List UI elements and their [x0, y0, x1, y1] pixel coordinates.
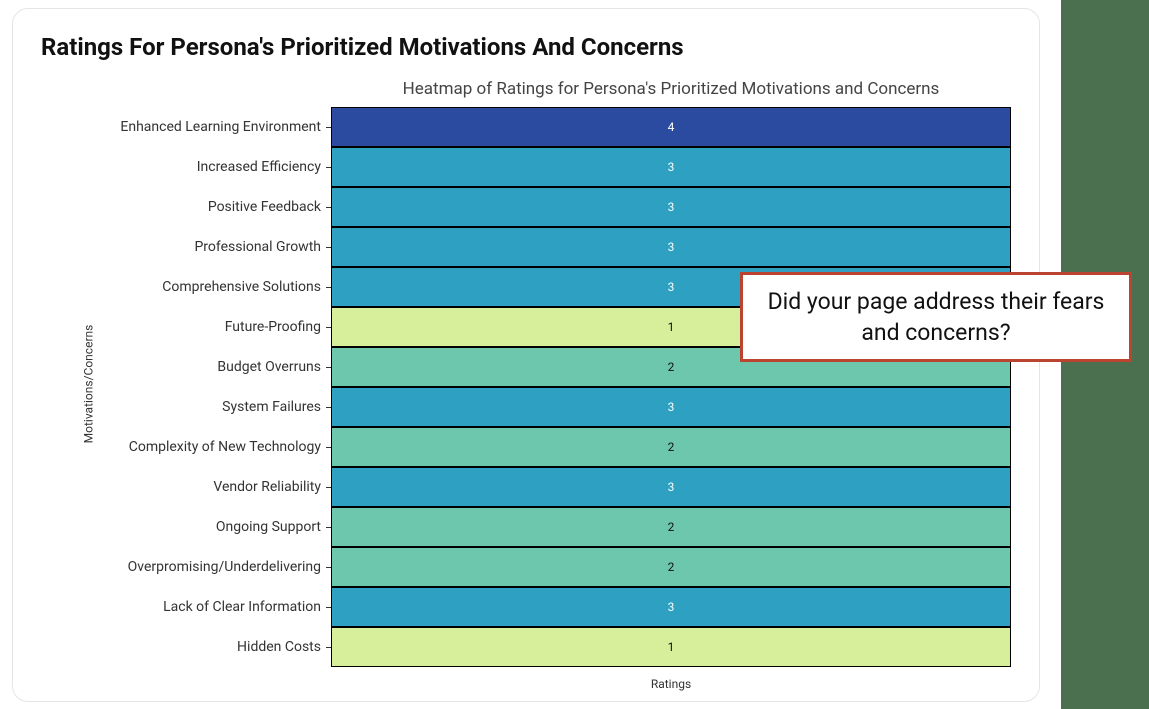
heatmap-cell: 2	[331, 507, 1011, 547]
heatmap-rows: Enhanced Learning Environment4Increased …	[53, 107, 1011, 667]
x-axis-label: Ratings	[331, 677, 1011, 691]
heatmap-row-label: Ongoing Support	[53, 507, 331, 547]
heatmap-row-label: System Failures	[53, 387, 331, 427]
heatmap-row-label: Budget Overruns	[53, 347, 331, 387]
heatmap-cell: 2	[331, 547, 1011, 587]
heatmap-cell: 4	[331, 107, 1011, 147]
heatmap-row-label: Overpromising/Underdelivering	[53, 547, 331, 587]
heatmap-row-label: Lack of Clear Information	[53, 587, 331, 627]
heatmap-row-label: Increased Efficiency	[53, 147, 331, 187]
heatmap-cell: 3	[331, 467, 1011, 507]
heatmap-cell: 1	[331, 627, 1011, 667]
callout-box: Did your page address their fears and co…	[740, 272, 1132, 362]
heatmap-cell: 3	[331, 387, 1011, 427]
card-title: Ratings For Persona's Prioritized Motiva…	[41, 33, 1019, 61]
heatmap-row-label: Enhanced Learning Environment	[53, 107, 331, 147]
heatmap-row-label: Vendor Reliability	[53, 467, 331, 507]
heatmap-row: Ongoing Support2	[53, 507, 1011, 547]
heatmap-row: System Failures3	[53, 387, 1011, 427]
heatmap-row: Enhanced Learning Environment4	[53, 107, 1011, 147]
heatmap-row: Complexity of New Technology2	[53, 427, 1011, 467]
heatmap-row: Positive Feedback3	[53, 187, 1011, 227]
chart-title: Heatmap of Ratings for Persona's Priorit…	[331, 79, 1011, 99]
heatmap-cell: 3	[331, 187, 1011, 227]
heatmap-row: Overpromising/Underdelivering2	[53, 547, 1011, 587]
heatmap-cell: 3	[331, 227, 1011, 267]
heatmap-row-label: Future-Proofing	[53, 307, 331, 347]
heatmap-cell: 2	[331, 427, 1011, 467]
heatmap-row: Lack of Clear Information3	[53, 587, 1011, 627]
heatmap-row-label: Professional Growth	[53, 227, 331, 267]
heatmap-row: Increased Efficiency3	[53, 147, 1011, 187]
heatmap-cell: 3	[331, 147, 1011, 187]
heatmap-row-label: Comprehensive Solutions	[53, 267, 331, 307]
heatmap-row: Professional Growth3	[53, 227, 1011, 267]
heatmap-row-label: Positive Feedback	[53, 187, 331, 227]
heatmap-cell: 3	[331, 587, 1011, 627]
heatmap-row: Hidden Costs1	[53, 627, 1011, 667]
heatmap-chart: Heatmap of Ratings for Persona's Priorit…	[41, 79, 1019, 689]
heatmap-row-label: Complexity of New Technology	[53, 427, 331, 467]
heatmap-row: Vendor Reliability3	[53, 467, 1011, 507]
heatmap-row-label: Hidden Costs	[53, 627, 331, 667]
